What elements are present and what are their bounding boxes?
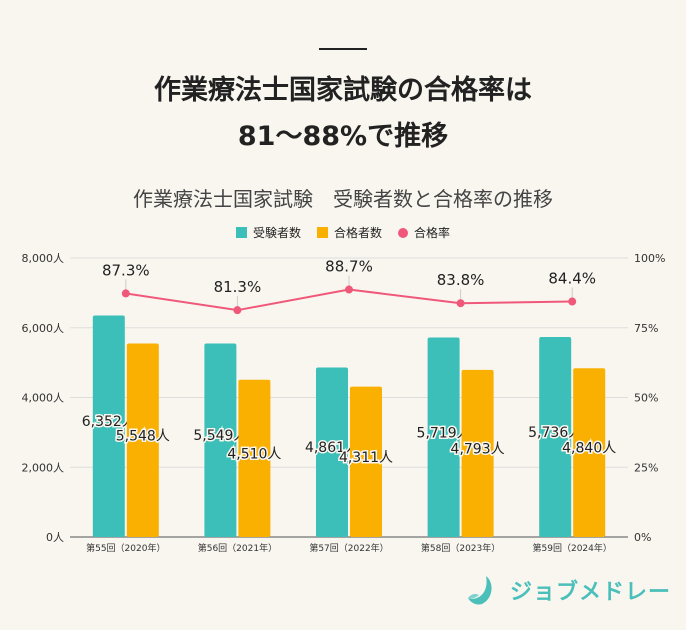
pass-rate-point (233, 306, 242, 315)
legend-label: 受験者数 (252, 226, 301, 240)
bar-passers (126, 343, 159, 537)
legend-item-examinees: 受験者数 (235, 224, 301, 241)
bar-examinees (427, 337, 460, 537)
bar-data-label: 4,311人 (339, 450, 393, 466)
bar-passers (573, 368, 606, 537)
bar-data-label: 5,736人 (528, 425, 582, 441)
y-right-tick-label: 75% (634, 322, 658, 335)
bar-examinees (539, 336, 572, 537)
bar-examinees (204, 343, 237, 537)
x-tick-label: 第55回（2020年） (86, 542, 165, 554)
y-left-tick-label: 8,000人 (22, 252, 65, 265)
pass-rate-point (568, 297, 577, 306)
chart-legend: 受験者数 合格者数 合格率 (0, 224, 686, 241)
bar-passers (238, 379, 271, 537)
y-right-tick-label: 50% (634, 392, 658, 405)
legend-swatch (235, 227, 247, 238)
bar-examinees (92, 315, 125, 537)
legend-item-passers: 合格者数 (316, 224, 382, 241)
bar-data-label: 4,510人 (227, 446, 281, 462)
y-left-tick-label: 0人 (46, 531, 64, 544)
y-right-tick-label: 100% (634, 252, 665, 265)
pass-rate-label: 81.3% (214, 278, 262, 296)
pass-rate-label: 83.8% (437, 271, 485, 289)
headline-line1: 作業療法士国家試験の合格率は (154, 75, 532, 106)
headline-line2: 81～88%で推移 (237, 121, 449, 152)
legend-item-pass-rate: 合格率 (398, 224, 450, 241)
bar-examinees (316, 367, 348, 537)
bar-passers (461, 369, 494, 537)
pass-rate-point (345, 285, 353, 294)
job-medley-logo: ジョブメドレー (466, 574, 671, 606)
y-right-tick-label: 0% (634, 531, 651, 544)
y-right-tick-label: 25% (634, 461, 658, 474)
x-tick-label: 第59回（2024年） (533, 542, 612, 554)
legend-label: 合格者数 (333, 226, 382, 240)
bar-data-label: 5,719人 (417, 425, 471, 441)
legend-swatch (398, 227, 408, 238)
bar-data-label: 5,548人 (116, 428, 170, 444)
x-tick-label: 第57回（2022年） (309, 542, 388, 554)
y-left-tick-label: 4,000人 (22, 392, 65, 405)
chart-title: 作業療法士国家試験 受験者数と合格率の推移 (133, 187, 553, 211)
decorative-rule (319, 48, 367, 50)
pass-rate-label: 87.3% (102, 261, 150, 279)
bar-passers (350, 386, 382, 537)
bar-data-label: 6,352人 (82, 414, 136, 430)
pass-rate-label: 84.4% (548, 270, 596, 288)
pass-rate-label: 88.7% (325, 258, 373, 276)
y-left-tick-label: 2,000人 (22, 461, 65, 474)
bar-data-label: 5,549人 (193, 428, 247, 444)
x-tick-label: 第56回（2021年） (198, 542, 277, 554)
bar-data-label: 4,840人 (562, 441, 616, 457)
x-tick-label: 第58回（2023年） (421, 542, 500, 554)
bar-data-label: 4,793人 (451, 441, 505, 457)
pass-rate-point (456, 299, 465, 308)
pass-rate-point (121, 289, 130, 298)
y-left-tick-label: 6,000人 (22, 322, 65, 335)
bar-data-label: 4,861人 (305, 440, 359, 456)
legend-swatch (316, 227, 328, 238)
legend-label: 合格率 (414, 226, 451, 240)
logo-mark-icon (468, 576, 492, 605)
